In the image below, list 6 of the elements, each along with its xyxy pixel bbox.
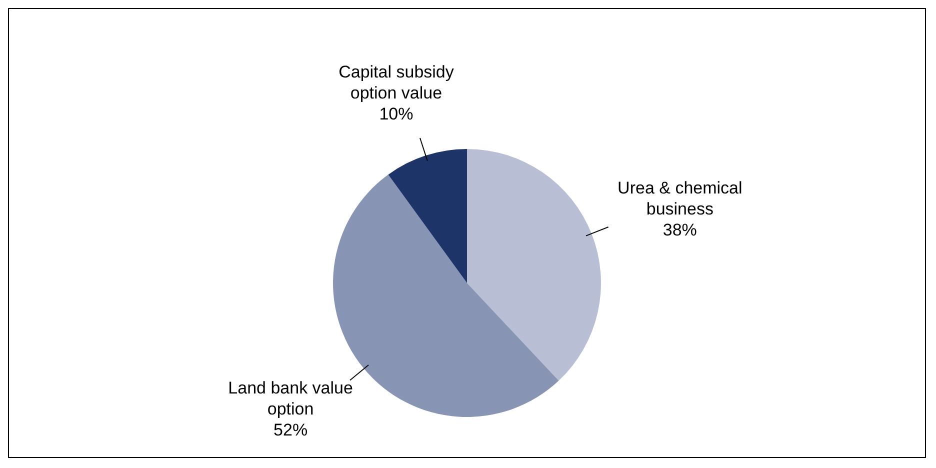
slice-label: Urea & chemical business (618, 178, 742, 218)
data-label: 10% (379, 104, 414, 124)
data-label: 52% (274, 420, 308, 440)
slice-label: Capital subsidy option value (338, 62, 454, 102)
data-label: 38% (662, 220, 697, 240)
slice-label: Land bank value option (228, 378, 353, 419)
